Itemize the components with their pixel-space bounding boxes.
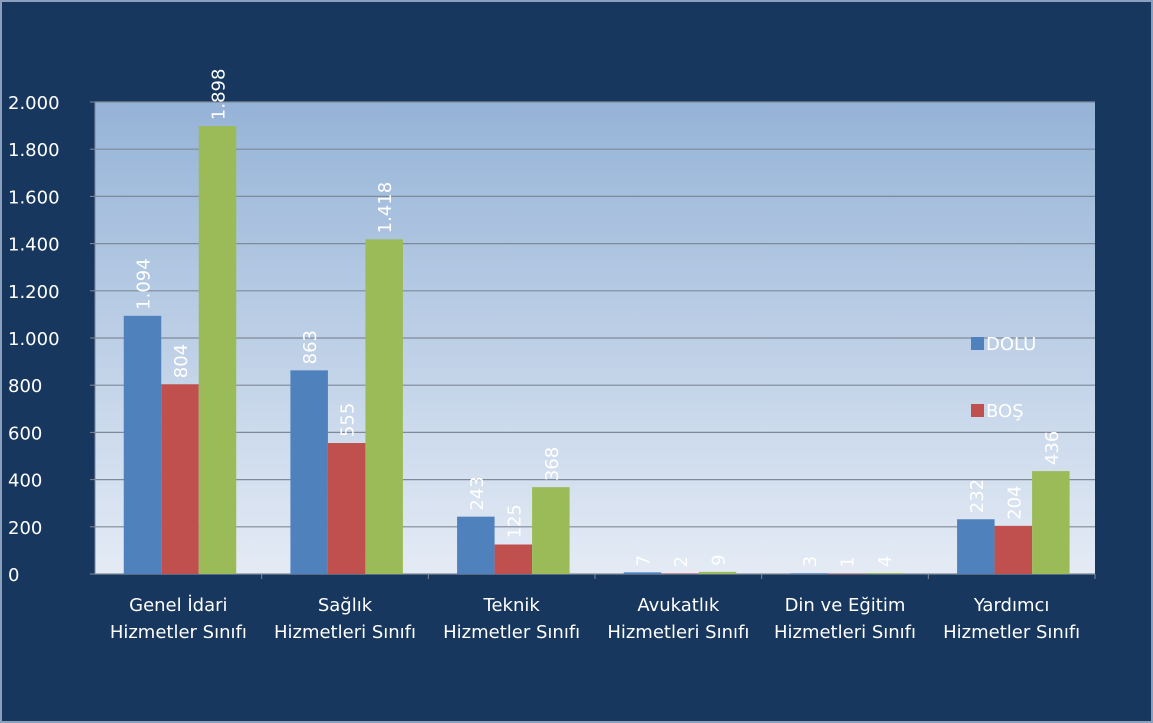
value-label: 1.898 — [209, 69, 230, 121]
value-label: 4 — [875, 556, 896, 567]
bar — [327, 443, 366, 574]
x-tick-label: Din ve Eğitim Hizmetleri Sınıfı — [773, 595, 916, 643]
value-label: 863 — [300, 330, 321, 364]
bar — [161, 384, 199, 574]
bar — [623, 572, 662, 574]
value-label: 436 — [1042, 431, 1063, 465]
legend-swatch — [971, 337, 984, 350]
y-tick-label: 2.000 — [8, 93, 60, 114]
bar — [123, 315, 162, 574]
bar — [661, 573, 699, 575]
value-label: 1.094 — [134, 258, 155, 310]
y-tick-label: 1.400 — [8, 235, 60, 256]
y-tick-label: 0 — [8, 565, 19, 586]
value-label: 3 — [800, 556, 821, 567]
y-tick-label: 600 — [8, 423, 42, 444]
bar — [457, 516, 495, 574]
bar — [957, 519, 995, 574]
value-label: 232 — [967, 479, 988, 513]
value-label: 9 — [709, 554, 730, 565]
y-tick-label: 1.200 — [8, 282, 60, 303]
legend-label: DOLU — [986, 334, 1036, 355]
value-label: 2 — [671, 556, 692, 567]
value-label: 1.418 — [375, 182, 396, 234]
bar — [790, 573, 828, 574]
x-tick-label: Teknik Hizmetler Sınıfı — [443, 595, 581, 643]
x-tick-label: Avukatlık Hizmetleri Sınıfı — [607, 595, 750, 643]
bar — [827, 573, 866, 575]
x-tick-label: Genel İdari Hizmetler Sınıfı — [109, 595, 247, 643]
y-tick-label: 1.800 — [8, 140, 60, 161]
y-tick-label: 400 — [8, 471, 42, 492]
value-label: 125 — [504, 504, 525, 538]
value-label: 243 — [467, 476, 488, 510]
y-tick-label: 200 — [8, 518, 42, 539]
bar — [198, 126, 237, 575]
value-label: 7 — [634, 555, 655, 566]
bar — [994, 525, 1033, 574]
bar — [698, 571, 737, 574]
y-tick-label: 1.600 — [8, 187, 60, 208]
bar — [532, 487, 570, 574]
bar — [494, 544, 533, 574]
x-tick-label: Sağlık Hizmetleri Sınıfı — [273, 595, 416, 643]
legend-swatch — [971, 404, 984, 417]
value-label: 368 — [542, 447, 563, 481]
value-label: 555 — [338, 403, 359, 437]
bar — [365, 239, 403, 575]
legend-label: BOŞ — [986, 401, 1024, 422]
bar — [865, 573, 903, 574]
x-tick-label: Yardımcı Hizmetler Sınıfı — [943, 595, 1081, 643]
bar — [290, 370, 328, 574]
value-label: 804 — [171, 344, 192, 378]
bar — [1032, 471, 1070, 574]
value-label: 1 — [838, 556, 859, 567]
y-tick-label: 800 — [8, 376, 42, 397]
y-tick-label: 1.000 — [8, 329, 60, 350]
value-label: 204 — [1004, 485, 1025, 519]
